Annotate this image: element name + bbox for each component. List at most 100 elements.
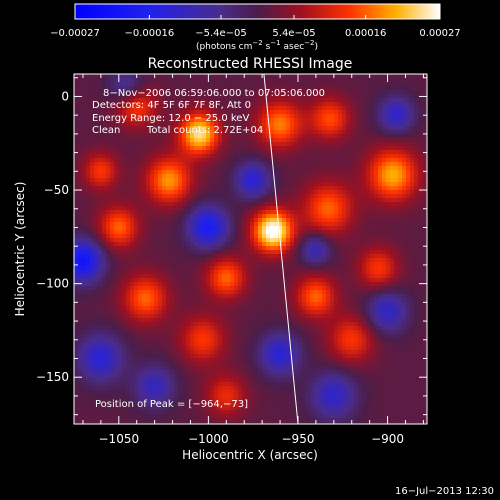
heatmap-cell	[310, 182, 315, 187]
heatmap-cell	[246, 90, 251, 95]
heatmap-cell	[366, 118, 371, 123]
heatmap-cell	[326, 266, 331, 271]
heatmap-cell	[302, 286, 307, 291]
heatmap-cell	[130, 170, 135, 175]
heatmap-cell	[394, 190, 399, 195]
heatmap-cell	[286, 122, 291, 127]
heatmap-cell	[130, 286, 135, 291]
heatmap-cell	[414, 250, 419, 255]
heatmap-cell	[166, 258, 171, 263]
heatmap-cell	[422, 74, 427, 79]
heatmap-cell	[114, 190, 119, 195]
heatmap-cell	[118, 174, 123, 179]
heatmap-cell	[202, 78, 207, 83]
heatmap-cell	[166, 274, 171, 279]
heatmap-cell	[114, 170, 119, 175]
heatmap-cell	[274, 126, 279, 131]
heatmap-cell	[394, 106, 399, 111]
heatmap-cell	[354, 178, 359, 183]
heatmap-cell	[190, 102, 195, 107]
heatmap-cell	[194, 98, 199, 103]
heatmap-cell	[378, 110, 383, 115]
heatmap-cell	[130, 278, 135, 283]
heatmap-cell	[286, 138, 291, 143]
heatmap-cell	[310, 106, 315, 111]
heatmap-cell	[146, 274, 151, 279]
heatmap-cell	[278, 82, 283, 87]
heatmap-cell	[78, 222, 83, 227]
heatmap-cell	[378, 126, 383, 131]
heatmap-cell	[222, 190, 227, 195]
heatmap-cell	[130, 130, 135, 135]
heatmap-cell	[350, 250, 355, 255]
heatmap-cell	[190, 118, 195, 123]
heatmap-cell	[150, 234, 155, 239]
heatmap-cell	[262, 134, 267, 139]
heatmap-cell	[410, 218, 415, 223]
heatmap-cell	[386, 86, 391, 91]
heatmap-cell	[138, 250, 143, 255]
heatmap-cell	[418, 178, 423, 183]
heatmap-cell	[410, 290, 415, 295]
heatmap-cell	[378, 282, 383, 287]
heatmap-cell	[298, 278, 303, 283]
heatmap-cell	[134, 182, 139, 187]
heatmap-cell	[162, 182, 167, 187]
heatmap-cell	[354, 158, 359, 163]
heatmap-cell	[326, 202, 331, 207]
heatmap-cell	[378, 202, 383, 207]
heatmap-cell	[134, 146, 139, 151]
heatmap-cell	[378, 158, 383, 163]
heatmap-cell	[94, 190, 99, 195]
heatmap-cell	[298, 286, 303, 291]
heatmap-cell	[238, 74, 243, 79]
heatmap-cell	[214, 186, 219, 191]
heatmap-cell	[394, 294, 399, 299]
heatmap-cell	[306, 114, 311, 119]
heatmap-cell	[382, 198, 387, 203]
heatmap-cell	[210, 226, 215, 231]
heatmap-cell	[402, 166, 407, 171]
heatmap-cell	[262, 234, 267, 239]
heatmap-cell	[202, 130, 207, 135]
heatmap-cell	[334, 242, 339, 247]
heatmap-cell	[210, 138, 215, 143]
heatmap-cell	[238, 234, 243, 239]
heatmap-cell	[190, 126, 195, 131]
heatmap-cell	[370, 274, 375, 279]
heatmap-cell	[386, 222, 391, 227]
heatmap-cell	[142, 154, 147, 159]
heatmap-cell	[94, 182, 99, 187]
heatmap-cell	[402, 126, 407, 131]
heatmap-cell	[378, 238, 383, 243]
heatmap-cell	[330, 238, 335, 243]
heatmap-cell	[358, 122, 363, 127]
heatmap-cell	[86, 146, 91, 151]
heatmap-cell	[362, 254, 367, 259]
heatmap-cell	[294, 258, 299, 263]
heatmap-cell	[318, 226, 323, 231]
heatmap-cell	[74, 114, 79, 119]
heatmap-cell	[82, 230, 87, 235]
heatmap-cell	[370, 162, 375, 167]
heatmap-cell	[274, 150, 279, 155]
heatmap-cell	[194, 106, 199, 111]
heatmap-cell	[374, 150, 379, 155]
heatmap-cell	[418, 162, 423, 167]
heatmap-cell	[246, 242, 251, 247]
heatmap-cell	[410, 194, 415, 199]
heatmap-cell	[334, 110, 339, 115]
heatmap-cell	[314, 158, 319, 163]
heatmap-cell	[294, 290, 299, 295]
heatmap-cell	[210, 214, 215, 219]
heatmap-cell	[194, 234, 199, 239]
heatmap-cell	[334, 134, 339, 139]
heatmap-cell	[110, 262, 115, 267]
heatmap-cell	[278, 134, 283, 139]
heatmap-cell	[310, 286, 315, 291]
heatmap-cell	[266, 90, 271, 95]
heatmap-cell	[206, 170, 211, 175]
heatmap-cell	[170, 274, 175, 279]
heatmap-cell	[214, 254, 219, 259]
heatmap-cell	[158, 142, 163, 147]
